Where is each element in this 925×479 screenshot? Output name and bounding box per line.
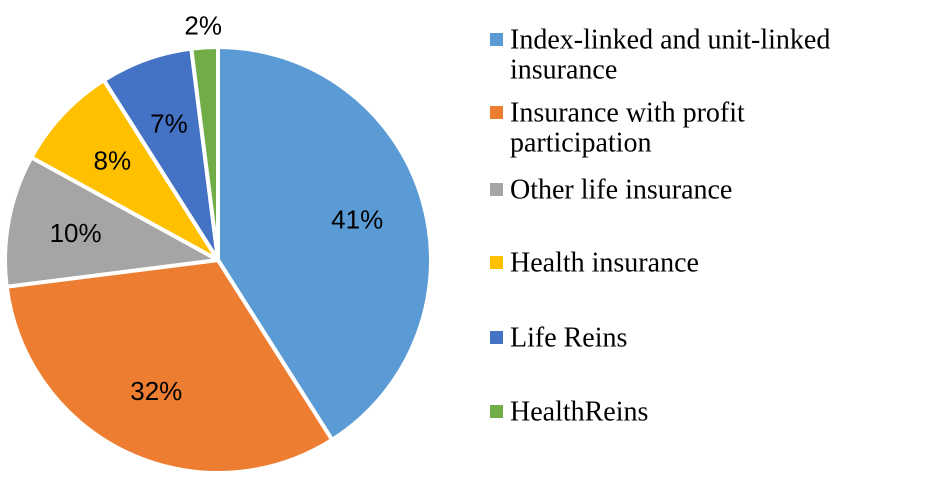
pie-slice-insurance-with-profit-participation (4, 258, 335, 475)
pie-slice-health-insurance (29, 78, 220, 262)
pie-label-life-reins: 7% (150, 109, 188, 139)
pie-slice-other-life-insurance (3, 155, 220, 289)
legend-swatch-health-insurance (490, 256, 503, 269)
legend-item-insurance-with-profit-participation: Insurance with profit participation (490, 98, 745, 159)
legend-item-healthreins: HealthReins (490, 397, 648, 428)
pie-slice-healthreins (189, 45, 220, 262)
legend-item-life-reins: Life Reins (490, 323, 627, 354)
legend-swatch-healthreins (490, 405, 503, 418)
legend-label-index-linked-and-unit-linked-insurance: Index-linked and unit-linked insurance (510, 25, 830, 86)
legend: Index-linked and unit-linked insurance Ins… (490, 25, 830, 428)
legend-item-index-linked-and-unit-linked-insurance: Index-linked and unit-linked insurance (490, 25, 830, 86)
legend-label-other-life-insurance: Other life insurance (510, 175, 732, 206)
pie-label-index-linked-and-unit-linked-insurance: 41% (331, 205, 383, 235)
legend-swatch-life-reins (490, 331, 503, 344)
pie-label-other-life-insurance: 10% (50, 218, 102, 248)
legend-swatch-index-linked-and-unit-linked-insurance (490, 33, 503, 46)
pie-label-healthreins: 2% (184, 11, 222, 41)
pie-label-health-insurance: 8% (94, 146, 132, 176)
legend-swatch-insurance-with-profit-participation (490, 106, 503, 119)
pie-value-labels: 41% 32% 10% 8% 7% 2% (50, 11, 384, 407)
legend-item-health-insurance: Health insurance (490, 248, 699, 279)
pie-label-insurance-with-profit-participation: 32% (130, 376, 182, 406)
legend-label-healthreins: HealthReins (510, 397, 648, 428)
legend-label-insurance-with-profit-participation: Insurance with profit participation (510, 98, 745, 159)
legend-label-health-insurance: Health insurance (510, 248, 699, 279)
legend-swatch-other-life-insurance (490, 183, 503, 196)
pie-slices (3, 45, 433, 475)
legend-label-life-reins: Life Reins (510, 323, 627, 354)
legend-item-other-life-insurance: Other life insurance (490, 175, 732, 206)
